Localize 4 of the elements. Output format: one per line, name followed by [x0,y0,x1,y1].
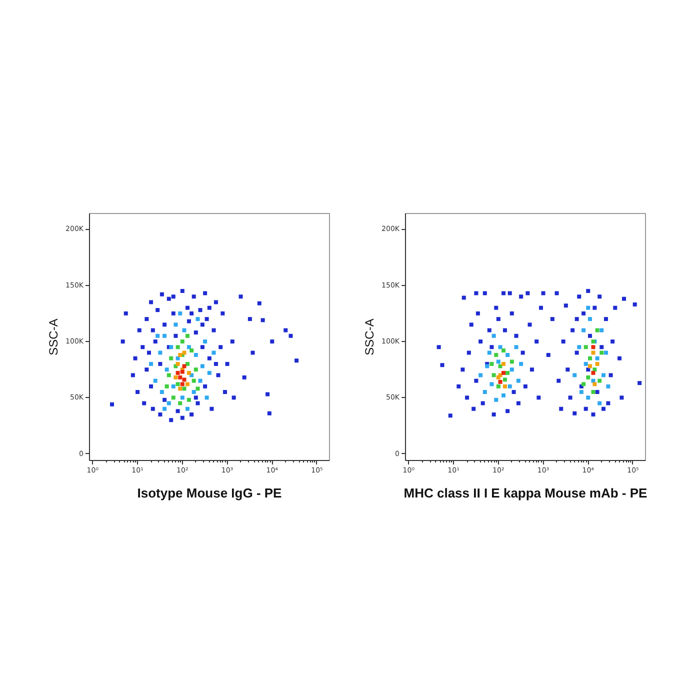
x-axis-title: Isotype Mouse IgG - PE [137,486,282,500]
x-axis-title: MHC class II I E kappa Mouse mAb - PE [404,486,648,500]
y-axis-title: SSC-A [46,318,61,356]
y-axis-title: SSC-A [362,318,377,356]
